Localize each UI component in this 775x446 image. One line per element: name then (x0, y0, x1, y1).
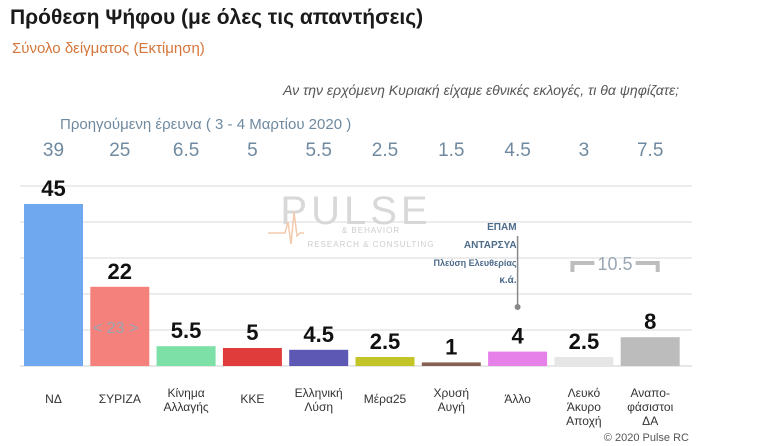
chart-subtitle: Σύνολο δείγματος (Εκτίμηση) (12, 40, 205, 57)
category-label: Λευκό (568, 386, 601, 400)
other-breakdown-label: ΕΠΑΜ (487, 222, 516, 233)
previous-value: 7.5 (637, 140, 663, 161)
category-label: Αποχή (566, 414, 601, 428)
bar (90, 286, 150, 366)
previous-value: 25 (109, 140, 130, 161)
watermark-tagline: RESEARCH & CONSULTING (307, 240, 434, 249)
previous-value: 5.5 (305, 140, 331, 161)
value-label: 1 (445, 334, 457, 359)
watermark-brand: PULSE (280, 189, 431, 233)
survey-question: Αν την ερχόμενη Κυριακή είχαμε εθνικές ε… (283, 82, 679, 98)
bar (620, 337, 680, 366)
watermark-small: & BEHAVIOR (342, 226, 400, 235)
previous-survey-label: Προηγούμενη έρευνα ( 3 - 4 Μαρτίου 2020 … (60, 116, 352, 133)
previous-value: 2.5 (372, 140, 398, 161)
bar (156, 346, 216, 366)
category-label: Χρυσή (434, 386, 469, 400)
category-label: ΚΚΕ (240, 392, 264, 406)
value-label: 5 (246, 320, 258, 345)
previous-value: 6.5 (173, 140, 199, 161)
other-breakdown-label: ΑΝΤΑΡΣΥΑ (464, 240, 517, 251)
category-label: ΣΥΡΙΖΑ (99, 392, 141, 406)
category-label: Κίνημα (167, 386, 204, 400)
value-label: 4 (511, 324, 524, 349)
chart-title: Πρόθεση Ψήφου (με όλες τις απαντήσεις) (10, 6, 424, 29)
other-breakdown-label: Πλεύση Ελευθερίας (433, 258, 516, 268)
previous-value: 39 (43, 140, 64, 161)
category-label: Μέρα25 (364, 392, 407, 406)
other-connector-dot (514, 304, 521, 310)
category-label: Ελληνική (295, 386, 343, 400)
lead-annotation: < 23 > (93, 320, 138, 337)
bars (24, 204, 680, 366)
value-labels: 45 22 5.5 5 4.5 2.5 1 4 2.5 8 (41, 176, 656, 359)
previous-value: 3 (579, 140, 590, 161)
category-label: Αναπο- (630, 386, 670, 400)
previous-value: 1.5 (438, 140, 464, 161)
category-label: Άκυρο (567, 400, 601, 414)
category-label: Αλλαγής (163, 400, 208, 414)
other-breakdown-label: κ.ά. (499, 275, 517, 286)
category-label: ΔΑ (642, 414, 658, 428)
bar (421, 362, 481, 366)
previous-values: 39 25 6.5 5 5.5 2.5 1.5 4.5 3 7.5 (43, 140, 663, 161)
category-label: φάσιστοι (627, 400, 673, 414)
bar (554, 357, 614, 366)
bar (222, 348, 282, 366)
value-label: 2.5 (370, 329, 401, 354)
category-label: Λύση (304, 400, 333, 414)
category-label: Αυγή (438, 400, 465, 414)
bracket-total-label: 10.5 (598, 254, 633, 274)
bar (355, 357, 415, 366)
bracket-left (570, 261, 595, 272)
pulse-watermark: PULSE & BEHAVIOR RESEARCH & CONSULTING (268, 189, 434, 249)
bar (289, 349, 349, 366)
category-label: Άλλο (504, 392, 531, 406)
value-label: 22 (108, 259, 132, 284)
bar (24, 204, 83, 366)
previous-value: 5 (247, 140, 258, 161)
pulse-wave-icon (268, 211, 304, 245)
value-label: 2.5 (569, 329, 600, 354)
annotations: < 23 > ΕΠΑΜ ΑΝΤΑΡΣΥΑ Πλεύση Ελευθερίας κ.ά. 1… (93, 222, 660, 337)
copyright: © 2020 Pulse RC (603, 432, 689, 444)
value-label: 4.5 (303, 322, 334, 347)
value-label: 45 (41, 176, 65, 201)
bracket-right (635, 261, 660, 272)
category-label: ΝΔ (45, 392, 62, 406)
previous-value: 4.5 (504, 140, 530, 161)
bar (488, 351, 548, 366)
value-label: 5.5 (171, 318, 202, 343)
value-label: 8 (644, 309, 656, 334)
